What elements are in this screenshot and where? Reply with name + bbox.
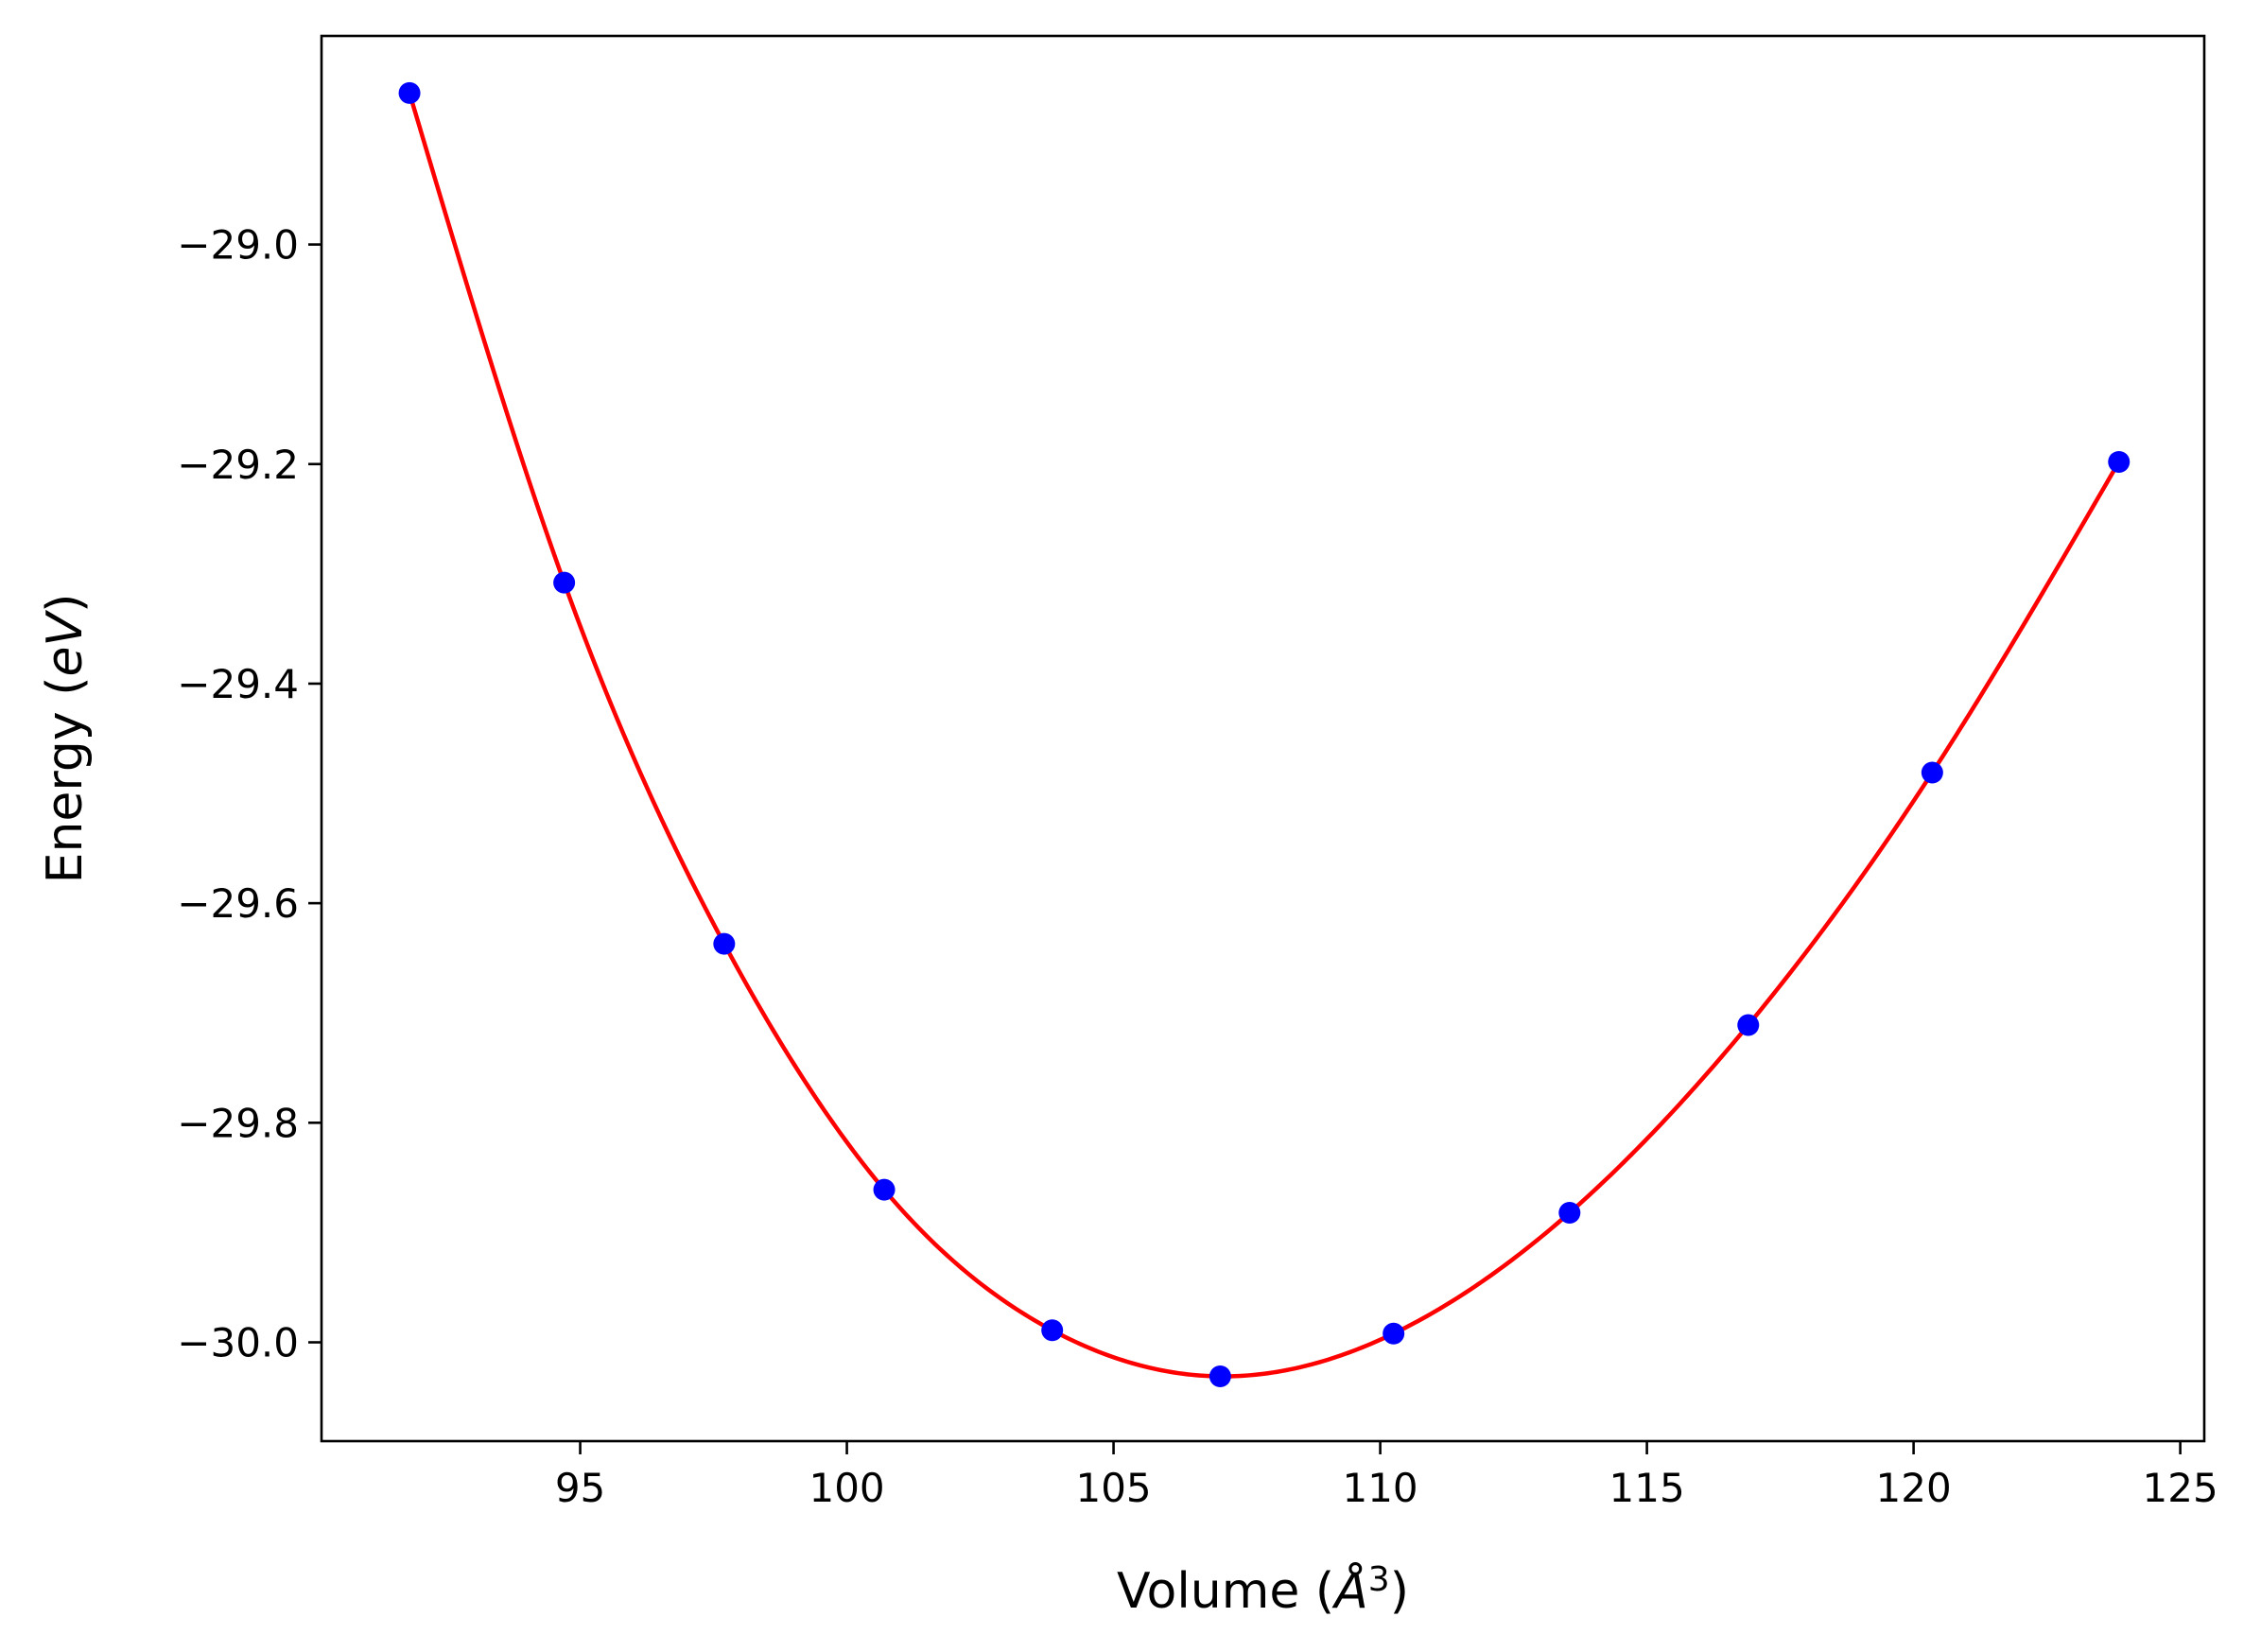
y-tick-label: −30.0 bbox=[177, 1320, 299, 1366]
data-point bbox=[713, 932, 736, 955]
x-tick-label: 120 bbox=[1876, 1465, 1952, 1511]
data-point bbox=[398, 81, 421, 104]
x-tick-label: 110 bbox=[1342, 1465, 1417, 1511]
y-tick-label: −29.6 bbox=[177, 880, 299, 927]
data-point bbox=[1558, 1202, 1581, 1225]
x-tick-label: 115 bbox=[1609, 1465, 1685, 1511]
plot-frame bbox=[320, 34, 2206, 1443]
fit-curve bbox=[407, 92, 2121, 1379]
fit-curve-layer bbox=[407, 92, 2121, 1379]
data-point bbox=[1041, 1319, 1064, 1342]
y-axis-label: Energy (eV) bbox=[37, 594, 94, 884]
data-point bbox=[2108, 450, 2131, 473]
y-tick-label: −29.0 bbox=[177, 222, 299, 269]
x-tick-label: 95 bbox=[555, 1465, 605, 1511]
data-point bbox=[873, 1178, 896, 1201]
x-axis-ticks: 95 100 105 110 115 120 125 bbox=[555, 1441, 2218, 1511]
data-point bbox=[553, 571, 576, 594]
data-point bbox=[1209, 1365, 1231, 1388]
data-point bbox=[1383, 1322, 1405, 1345]
data-point bbox=[1921, 761, 1943, 784]
x-tick-label: 125 bbox=[2143, 1465, 2218, 1511]
y-tick-label: −29.2 bbox=[177, 442, 299, 488]
x-tick-label: 100 bbox=[809, 1465, 884, 1511]
y-tick-label: −29.4 bbox=[177, 661, 299, 707]
y-axis-ticks: −30.0 −29.8 −29.6 −29.4 −29.2 −29.0 bbox=[177, 222, 322, 1366]
x-tick-label: 105 bbox=[1075, 1465, 1151, 1511]
x-axis-label: Volume (Å3) bbox=[1117, 1560, 1409, 1620]
data-points-layer bbox=[398, 81, 2131, 1388]
data-point bbox=[1737, 1014, 1760, 1036]
y-tick-label: −29.8 bbox=[177, 1100, 299, 1146]
